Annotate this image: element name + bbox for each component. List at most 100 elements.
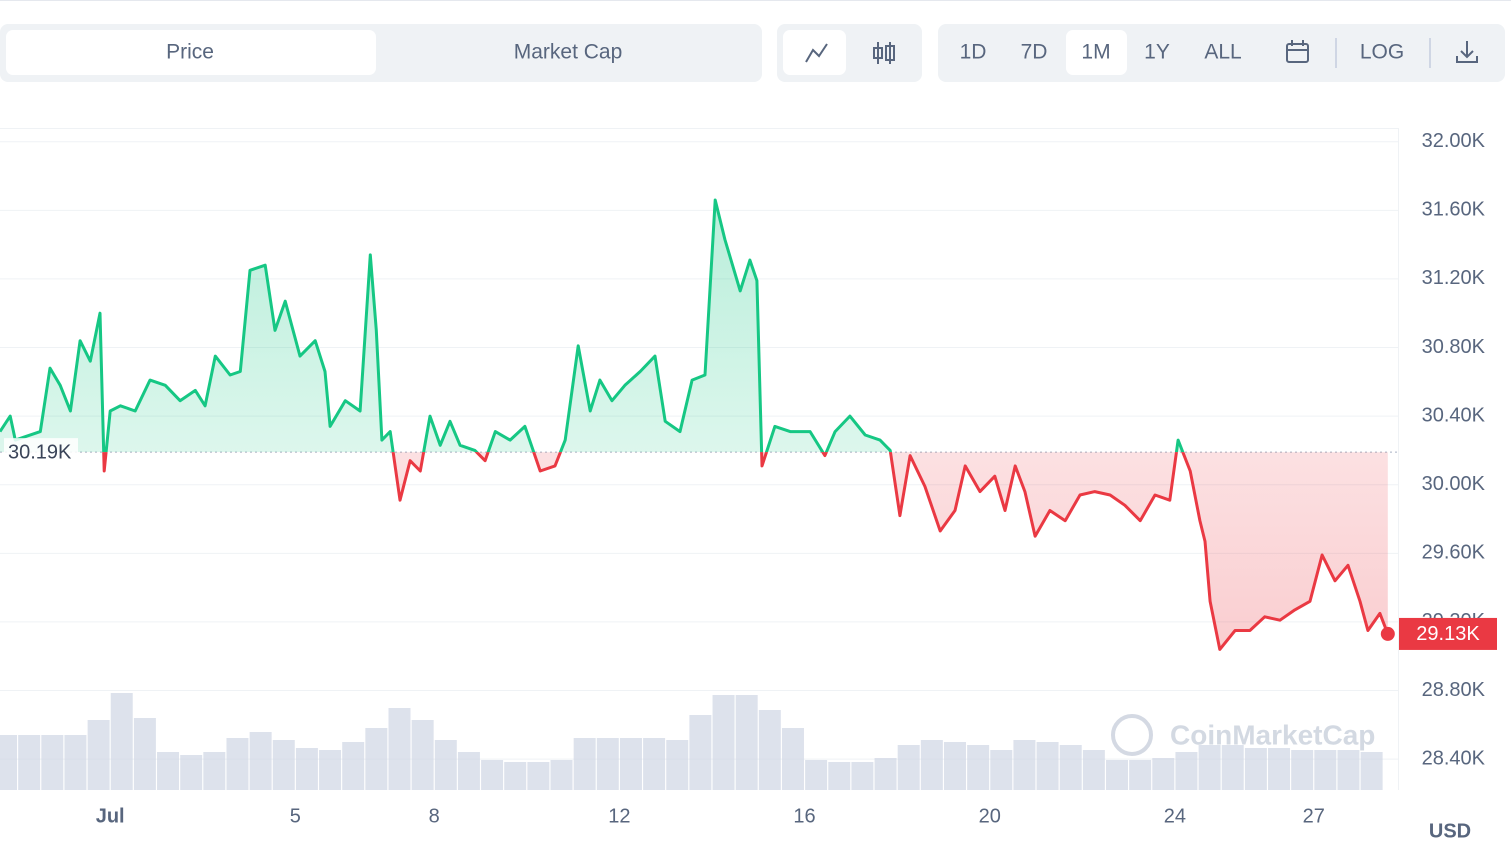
volume-bar [851,762,874,790]
volume-bar [666,740,689,790]
volume-bar [249,732,272,790]
volume-bar [1059,745,1082,790]
x-tick-label: 24 [1164,805,1186,827]
volume-bar [1221,745,1244,790]
volume-bar [1291,750,1314,790]
volume-bar [1013,740,1036,790]
volume-bar [920,740,943,790]
x-tick-label: 27 [1303,805,1325,827]
download-button[interactable] [1456,41,1478,63]
volume-bar [411,720,434,790]
active-range[interactable] [1066,30,1127,75]
volume-bar [1152,758,1175,790]
range-button[interactable]: ALL [1204,41,1241,64]
tab-market-cap[interactable]: Market Cap [514,41,623,64]
y-tick-label: 29.60K [1422,542,1486,564]
volume-bar [272,740,295,790]
last-price-box [1399,617,1497,650]
volume-bar [1175,752,1198,790]
y-tick-label: 32.00K [1422,130,1486,152]
volume-bar [967,745,990,790]
volume-bar [110,693,133,790]
y-tick-label: 28.40K [1422,747,1486,769]
volume-bar [342,742,365,790]
volume-bar [689,715,712,790]
volume-bar [1129,760,1152,790]
volume-bar [805,760,828,790]
watermark-logo [1111,714,1153,756]
volume-bar [434,740,457,790]
x-tick-label: 5 [290,805,301,827]
volume-bar [295,748,318,790]
volume-bar [1314,750,1337,790]
volume-bar [1337,750,1360,790]
y-tick-label: 30.80K [1422,336,1486,358]
line-icon [805,43,828,63]
unit-label: USD [1429,820,1471,842]
volume-bar [388,708,411,790]
y-tick-label: 31.60K [1422,199,1486,221]
volume-bar [1360,752,1383,790]
y-tick-label: 30.00K [1422,473,1486,495]
volume-bar [550,760,573,790]
baseline-label: 30.19K [8,441,72,463]
candle-button[interactable] [873,42,895,64]
baseline-label-bg [4,438,78,465]
volume-bar [712,695,735,790]
volume-bar [1036,742,1059,790]
volume-bar [87,720,110,790]
volume-bar [319,750,342,790]
range-button[interactable]: 1D [960,41,987,64]
range-button[interactable]: 1M [1081,41,1110,64]
x-tick-label: Jul [96,805,125,827]
volume-bar [897,745,920,790]
tab-price[interactable]: Price [166,41,214,64]
x-tick-label: 20 [979,805,1001,827]
volume-bar [781,728,804,790]
y-tick-label: 31.20K [1422,267,1486,289]
x-tick-label: 16 [793,805,815,827]
volume-bar [504,762,527,790]
volume-bar [758,710,781,790]
price-line-up [0,198,1185,453]
volume-bar [643,738,666,790]
volume-bar [365,728,388,790]
x-tick-label: 8 [429,805,440,827]
volume-bar [0,735,18,790]
volume-bar [64,735,87,790]
volume-bar [226,738,249,790]
volume-bar [203,752,226,790]
area-up [0,200,1183,453]
volume-bar [18,735,41,790]
active-tab[interactable] [6,30,376,75]
calendar-button[interactable] [1286,40,1309,63]
watermark: CoinMarketCap [1170,719,1375,750]
volume-bar [481,760,504,790]
range-button[interactable]: 1Y [1144,41,1170,64]
y-tick-label: 30.40K [1422,404,1486,426]
volume-bar [457,752,480,790]
volume-bar [1244,748,1267,790]
volume-bar [1082,750,1105,790]
volume-bar [1198,745,1221,790]
volume-bar [828,762,851,790]
volume-bar [596,738,619,790]
last-price-label: 29.13K [1416,623,1480,645]
volume-bar [157,752,180,790]
volume-bar [1106,760,1129,790]
last-point [1380,626,1395,641]
volume-bar [943,742,966,790]
volume-bar [527,762,550,790]
volume-bar [180,755,203,790]
x-tick-label: 12 [608,805,630,827]
volume-bar [1268,748,1291,790]
volume-bar [573,738,596,790]
y-tick-label: 28.80K [1422,679,1486,701]
log-button[interactable]: LOG [1360,41,1404,64]
volume-bar [41,735,64,790]
volume-bar [619,738,642,790]
volume-bar [874,758,897,790]
price-line-down [102,452,1390,651]
range-button[interactable]: 7D [1021,41,1048,64]
